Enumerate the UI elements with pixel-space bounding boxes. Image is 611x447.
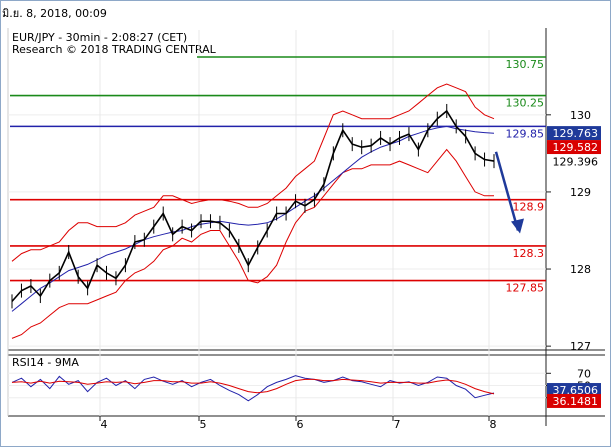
x-tick-label: 5	[200, 418, 207, 431]
price-box	[547, 140, 601, 155]
bollinger-lower-band	[11, 148, 494, 339]
level-label: 129.85	[506, 127, 545, 140]
x-tick-label: 7	[394, 418, 401, 431]
rsi-value-label: 36.1481	[553, 395, 599, 408]
y-tick-label: 129	[570, 186, 591, 199]
x-tick-label: 6	[297, 418, 304, 431]
level-label: 127.85	[506, 282, 545, 295]
chart-subtitle: Research © 2018 TRADING CENTRAL	[12, 43, 217, 56]
rsi-value-box	[547, 393, 601, 408]
x-tick-label: 8	[490, 418, 497, 431]
level-label: 128.9	[513, 201, 545, 214]
level-label: 128.3	[513, 247, 545, 260]
price-line	[11, 109, 495, 302]
rsi-value-box	[547, 383, 601, 398]
forecast-arrow-head	[511, 218, 524, 234]
moving-average-line	[11, 125, 495, 312]
bollinger-upper-band	[11, 83, 495, 262]
rsi-ma-line	[11, 378, 495, 395]
rsi-tick-label: 70	[577, 367, 591, 380]
level-label: 130.75	[506, 58, 545, 71]
level-label: 130.25	[506, 97, 545, 110]
forecast-arrow-shaft	[494, 151, 520, 231]
price-box-label: 129.763	[553, 127, 599, 140]
price-box-label: 129.396	[553, 155, 599, 168]
date-stamp: มิ.ย. 8, 2018, 00:09	[2, 7, 107, 20]
price-box	[547, 154, 601, 169]
price-box	[547, 126, 601, 141]
y-tick-label: 128	[570, 263, 591, 276]
rsi-title: RSI14 - 9MA	[12, 356, 79, 369]
y-tick-label: 127	[570, 340, 591, 353]
rsi-value-label: 37.6506	[553, 384, 599, 397]
x-tick-label: 4	[101, 418, 108, 431]
y-tick-label: 130	[570, 109, 591, 122]
rsi-line	[11, 375, 495, 402]
price-box-label: 129.582	[553, 141, 599, 154]
